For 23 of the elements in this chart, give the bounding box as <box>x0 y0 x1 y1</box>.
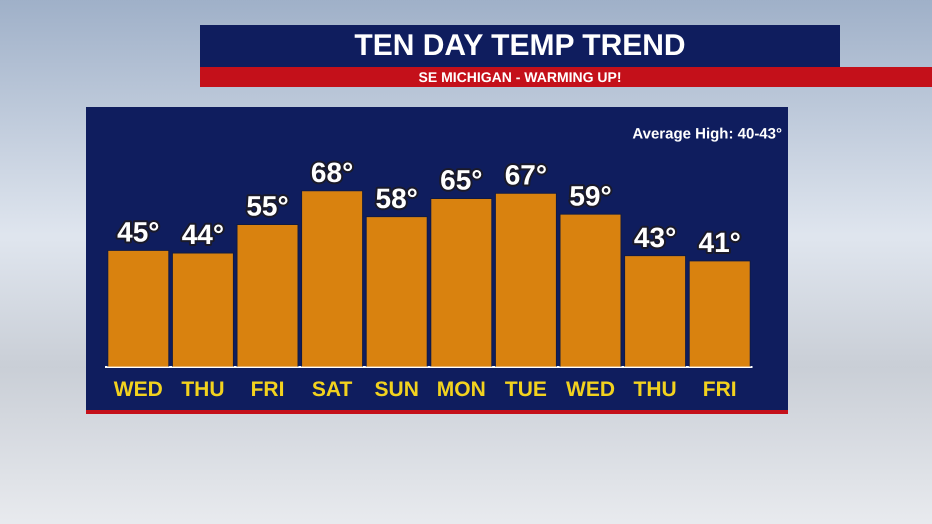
x-tick-label: WED <box>114 378 163 402</box>
data-label: 59° <box>569 180 612 212</box>
data-label: 65° <box>440 164 482 196</box>
data-label: 68° <box>310 156 354 188</box>
x-tick-label: FRI <box>250 378 284 402</box>
data-label: 58° <box>376 182 418 214</box>
x-tick-label: WED <box>566 378 615 402</box>
data-label: 55° <box>246 190 289 222</box>
x-tick-label: TUE <box>504 378 547 402</box>
x-tick-label: THU <box>634 378 677 402</box>
x-tick-label: FRI <box>702 378 737 402</box>
data-label: 45° <box>117 216 160 248</box>
chart-subtitle: SE MICHIGAN - WARMING UP! <box>200 67 932 87</box>
x-tick-label: SAT <box>312 378 352 402</box>
data-label: 43° <box>634 222 676 253</box>
x-tick-label: SUN <box>374 378 419 402</box>
x-tick-label: THU <box>181 378 224 402</box>
x-tick-label: MON <box>436 378 486 402</box>
data-label: 67° <box>504 160 548 191</box>
data-label: 44° <box>182 219 224 250</box>
chart-title: TEN DAY TEMP TREND <box>200 25 840 67</box>
text: Average High: 40-43° <box>632 126 782 143</box>
data-label: 41° <box>698 227 741 258</box>
